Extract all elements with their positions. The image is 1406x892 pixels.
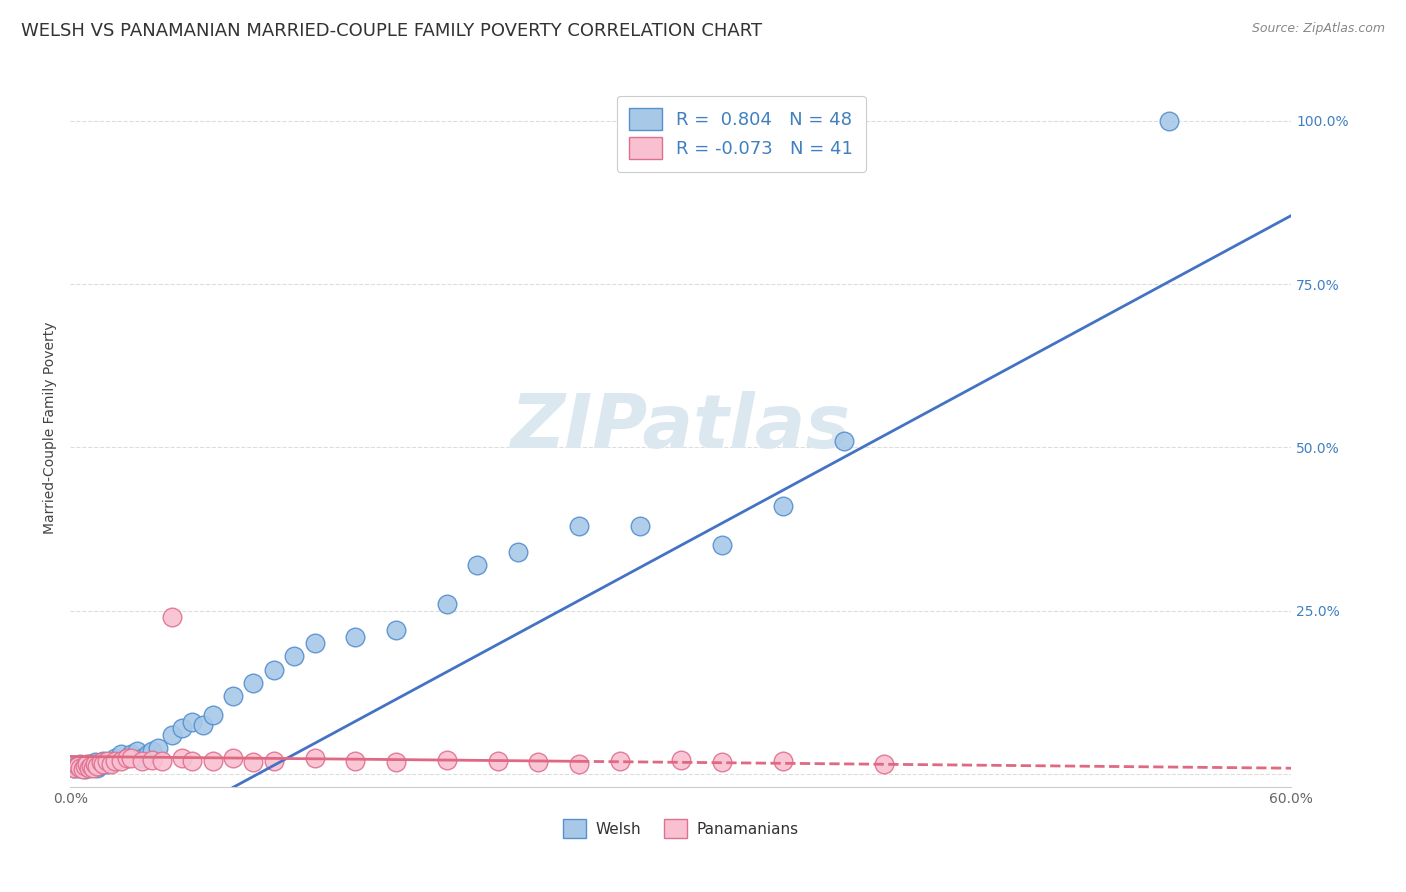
Point: [72, 762, 94, 776]
Point: [160, 610, 183, 624]
Point: [609, 754, 631, 768]
Point: [100, 754, 122, 768]
Point: [82, 760, 104, 774]
Point: [160, 728, 183, 742]
Y-axis label: Married-Couple Family Poverty: Married-Couple Family Poverty: [44, 322, 58, 534]
Point: [172, 750, 194, 764]
Point: [222, 689, 245, 703]
Point: [90, 756, 112, 770]
Point: [141, 753, 163, 767]
Point: [96, 757, 118, 772]
Point: [436, 597, 458, 611]
Point: [1159, 113, 1181, 128]
Point: [527, 756, 550, 770]
Point: [79, 759, 101, 773]
Point: [86, 760, 108, 774]
Point: [263, 754, 285, 768]
Point: [710, 538, 733, 552]
Point: [628, 518, 651, 533]
Point: [344, 630, 367, 644]
Point: [222, 750, 245, 764]
Point: [127, 744, 149, 758]
Point: [67, 759, 90, 773]
Point: [344, 754, 367, 768]
Text: Source: ZipAtlas.com: Source: ZipAtlas.com: [1251, 22, 1385, 36]
Point: [72, 760, 94, 774]
Point: [304, 750, 326, 764]
Legend: Welsh, Panamanians: Welsh, Panamanians: [557, 814, 804, 844]
Point: [90, 757, 112, 772]
Point: [283, 649, 305, 664]
Point: [83, 757, 105, 772]
Point: [242, 675, 264, 690]
Point: [436, 753, 458, 767]
Point: [120, 750, 142, 764]
Point: [131, 750, 153, 764]
Point: [77, 760, 100, 774]
Point: [87, 759, 110, 773]
Point: [146, 741, 169, 756]
Point: [120, 747, 142, 762]
Point: [73, 762, 96, 776]
Point: [385, 756, 408, 770]
Point: [242, 756, 264, 770]
Point: [91, 754, 114, 768]
Point: [69, 760, 91, 774]
Point: [568, 757, 591, 772]
Point: [117, 750, 139, 764]
Point: [150, 754, 173, 768]
Point: [181, 714, 204, 729]
Point: [63, 760, 86, 774]
Point: [91, 757, 114, 772]
Point: [263, 663, 285, 677]
Point: [67, 760, 90, 774]
Point: [76, 759, 98, 773]
Point: [772, 500, 794, 514]
Point: [873, 757, 896, 772]
Point: [77, 757, 100, 772]
Point: [117, 750, 139, 764]
Point: [83, 756, 105, 770]
Text: ZIPatlas: ZIPatlas: [510, 392, 851, 465]
Point: [63, 760, 86, 774]
Point: [65, 759, 87, 773]
Point: [82, 757, 104, 772]
Point: [486, 754, 509, 768]
Point: [385, 624, 408, 638]
Point: [136, 747, 159, 762]
Point: [506, 545, 529, 559]
Point: [772, 754, 794, 768]
Point: [96, 754, 118, 768]
Point: [181, 754, 204, 768]
Point: [69, 757, 91, 772]
Point: [172, 722, 194, 736]
Point: [191, 718, 214, 732]
Point: [104, 754, 127, 768]
Point: [710, 756, 733, 770]
Point: [304, 636, 326, 650]
Point: [832, 434, 855, 448]
Point: [104, 750, 127, 764]
Point: [141, 744, 163, 758]
Point: [201, 754, 224, 768]
Point: [131, 754, 153, 768]
Point: [76, 757, 98, 772]
Point: [94, 756, 117, 770]
Point: [110, 747, 132, 762]
Point: [465, 558, 488, 572]
Point: [100, 757, 122, 772]
Text: WELSH VS PANAMANIAN MARRIED-COUPLE FAMILY POVERTY CORRELATION CHART: WELSH VS PANAMANIAN MARRIED-COUPLE FAMIL…: [21, 22, 762, 40]
Point: [568, 518, 591, 533]
Point: [110, 754, 132, 768]
Point: [86, 759, 108, 773]
Point: [669, 753, 692, 767]
Point: [201, 708, 224, 723]
Point: [73, 759, 96, 773]
Point: [79, 759, 101, 773]
